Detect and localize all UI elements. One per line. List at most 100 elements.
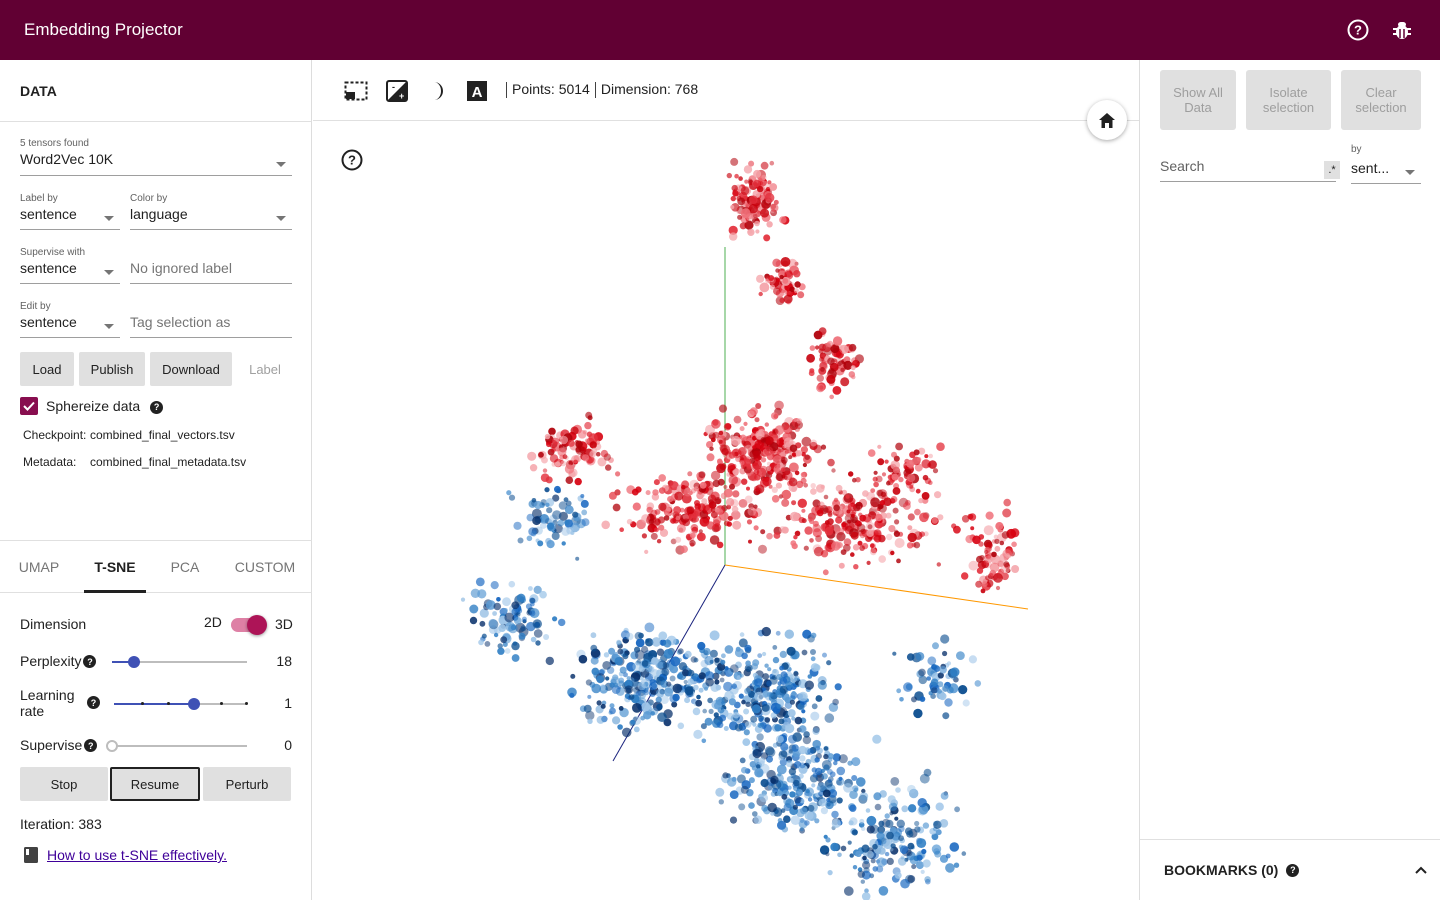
label-by-label: Label by xyxy=(20,193,58,204)
tensor-value: Word2Vec 10K xyxy=(20,151,114,167)
learning-rate-label: Learning rate xyxy=(20,687,75,719)
help-icon[interactable]: ? xyxy=(150,400,164,414)
help-circle-icon[interactable]: ? xyxy=(1344,16,1372,44)
edit-by-label: Edit by xyxy=(20,301,51,312)
perturb-button[interactable]: Perturb xyxy=(203,767,291,801)
color-by-select[interactable]: Color by language xyxy=(130,193,292,230)
supervise-with-value: sentence xyxy=(20,260,77,276)
projector-toolbar: - + A Points: 5014 Dimension: 768 xyxy=(313,60,1139,121)
resume-button[interactable]: Resume xyxy=(110,767,200,801)
dimension-toggle[interactable] xyxy=(231,615,267,635)
checkpoint-value: combined_final_vectors.tsv xyxy=(90,428,235,442)
label-by-value: sentence xyxy=(20,206,77,222)
dimension-3d-label: 3D xyxy=(275,616,293,632)
bookmarks-label: BOOKMARKS (0) xyxy=(1164,862,1279,878)
svg-text:A: A xyxy=(472,84,483,101)
tab-umap[interactable]: UMAP xyxy=(18,559,60,575)
contrast-icon[interactable] xyxy=(424,78,450,104)
help-icon[interactable]: ? xyxy=(84,739,98,752)
svg-text:-: - xyxy=(392,82,395,92)
check-icon xyxy=(23,401,35,411)
active-tab-indicator xyxy=(84,590,146,593)
chevron-down-icon xyxy=(1405,170,1415,175)
download-button[interactable]: Download xyxy=(150,352,232,386)
select-box-icon[interactable] xyxy=(343,78,369,104)
bookmarks-header[interactable]: BOOKMARKS (0) ? xyxy=(1140,839,1440,900)
tab-pca[interactable]: PCA xyxy=(170,559,200,575)
show-all-data-button[interactable]: Show All Data xyxy=(1160,70,1236,130)
sphereize-label: Sphereize data ? xyxy=(46,398,164,414)
help-icon[interactable]: ? xyxy=(1286,863,1300,877)
load-button[interactable]: Load xyxy=(20,352,74,386)
isolate-selection-button[interactable]: Isolate selection xyxy=(1246,70,1331,130)
publish-button[interactable]: Publish xyxy=(79,352,145,386)
learning-rate-slider[interactable] xyxy=(114,697,248,711)
perplexity-label: Perplexity? xyxy=(20,653,97,669)
edit-by-select[interactable]: Edit by sentence xyxy=(20,301,120,338)
chevron-down-icon xyxy=(104,324,114,329)
chevron-up-icon[interactable] xyxy=(1415,866,1427,874)
projector-view: - + A Points: 5014 Dimension: 768 ? xyxy=(313,60,1139,900)
chevron-down-icon xyxy=(276,162,286,167)
color-by-value: language xyxy=(130,206,188,222)
ignored-label-input[interactable]: No ignored label xyxy=(130,247,292,284)
data-panel: DATA 5 tensors found Word2Vec 10K Label … xyxy=(0,60,312,900)
learning-rate-value: 1 xyxy=(284,695,292,711)
inspector-panel: Show All Data Isolate selection Clear se… xyxy=(1139,60,1440,900)
stop-button[interactable]: Stop xyxy=(20,767,108,801)
chevron-down-icon xyxy=(104,216,114,221)
label-a-icon[interactable]: A xyxy=(464,78,490,104)
ignored-label-placeholder: No ignored label xyxy=(130,260,232,276)
by-label: by xyxy=(1351,144,1362,155)
help-icon[interactable]: ? xyxy=(83,655,97,668)
perplexity-slider[interactable] xyxy=(112,655,247,669)
book-icon xyxy=(24,847,38,863)
clear-selection-button[interactable]: Clear selection xyxy=(1341,70,1421,130)
app-title: Embedding Projector xyxy=(24,20,183,39)
tag-selection-input[interactable]: Tag selection as xyxy=(130,301,292,338)
home-icon xyxy=(1099,112,1115,128)
dimension-label: Dimension xyxy=(20,616,87,632)
regex-toggle[interactable]: .* xyxy=(1324,161,1340,179)
supervise-with-select[interactable]: Supervise with sentence xyxy=(20,247,120,284)
chevron-down-icon xyxy=(104,270,114,275)
supervise-value: 0 xyxy=(284,737,292,753)
search-placeholder: Search xyxy=(1160,158,1205,174)
search-input[interactable]: Search xyxy=(1160,158,1336,182)
svg-text:+: + xyxy=(399,91,404,101)
data-panel-heading: DATA xyxy=(0,60,311,122)
dimension-count: Dimension: 768 xyxy=(600,81,699,97)
projection-tabs: UMAP T-SNE PCA CUSTOM xyxy=(0,540,312,593)
metadata-value: combined_final_metadata.tsv xyxy=(90,455,247,469)
tsne-help-link[interactable]: How to use t-SNE effectively. xyxy=(47,847,227,863)
tensors-found-label: 5 tensors found xyxy=(20,138,89,149)
label-by-select[interactable]: Label by sentence xyxy=(20,193,120,230)
tensor-select[interactable]: 5 tensors found Word2Vec 10K xyxy=(20,138,292,176)
iteration-text: Iteration: 383 xyxy=(20,816,102,832)
search-by-value: sent... xyxy=(1351,160,1390,176)
supervise-label: Supervise? xyxy=(20,737,98,753)
supervise-slider[interactable] xyxy=(106,739,247,753)
dimension-2d-label: 2D xyxy=(204,614,222,630)
help-icon[interactable]: ? xyxy=(87,696,100,709)
tag-selection-placeholder: Tag selection as xyxy=(130,314,231,330)
edit-by-value: sentence xyxy=(20,314,77,330)
svg-text:?: ? xyxy=(1354,23,1362,38)
tab-custom[interactable]: CUSTOM xyxy=(234,559,296,575)
projector-stats: Points: 5014 Dimension: 768 xyxy=(501,81,699,99)
chevron-down-icon xyxy=(276,216,286,221)
sphereize-checkbox[interactable] xyxy=(20,397,38,415)
checkpoint-label: Checkpoint: xyxy=(23,428,87,442)
tab-tsne[interactable]: T-SNE xyxy=(94,559,136,575)
scatter-plot-3d[interactable] xyxy=(313,121,1139,900)
perplexity-value: 18 xyxy=(276,653,292,669)
supervise-with-label: Supervise with xyxy=(20,247,86,258)
help-circle-icon[interactable]: ? xyxy=(341,149,363,176)
label-button[interactable]: Label xyxy=(249,361,281,377)
night-mode-icon[interactable]: - + xyxy=(384,78,410,104)
top-bar: Embedding Projector ? xyxy=(0,0,1440,60)
home-button[interactable] xyxy=(1087,100,1127,140)
bug-icon[interactable] xyxy=(1388,16,1416,44)
search-by-select[interactable]: sent... xyxy=(1351,158,1421,184)
color-by-label: Color by xyxy=(130,193,168,204)
